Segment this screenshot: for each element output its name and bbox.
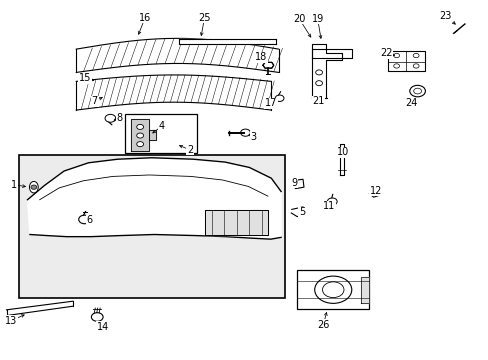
- Text: 25: 25: [198, 13, 210, 23]
- Bar: [387, 51, 424, 71]
- Text: 18: 18: [254, 52, 266, 62]
- Circle shape: [137, 133, 143, 138]
- Bar: [125, 114, 197, 153]
- Ellipse shape: [29, 181, 38, 193]
- Text: 9: 9: [290, 178, 297, 188]
- Text: 15: 15: [79, 73, 91, 83]
- Text: 20: 20: [292, 14, 305, 24]
- Text: 17: 17: [264, 98, 277, 108]
- Text: 26: 26: [317, 320, 329, 329]
- Text: 13: 13: [5, 316, 18, 325]
- Polygon shape: [339, 144, 344, 175]
- Polygon shape: [149, 130, 156, 140]
- Text: 10: 10: [337, 147, 349, 157]
- Text: 3: 3: [250, 132, 256, 142]
- Text: 2: 2: [186, 145, 193, 155]
- Polygon shape: [360, 277, 368, 303]
- Text: 12: 12: [369, 186, 382, 196]
- Text: 11: 11: [323, 201, 335, 211]
- Text: 14: 14: [97, 322, 109, 332]
- Bar: [297, 270, 368, 309]
- Polygon shape: [27, 158, 281, 239]
- Text: 21: 21: [312, 96, 324, 106]
- Polygon shape: [311, 49, 351, 58]
- Text: 4: 4: [158, 121, 164, 131]
- Text: 6: 6: [87, 215, 93, 225]
- Polygon shape: [263, 62, 273, 68]
- Text: 24: 24: [404, 98, 417, 108]
- Text: 23: 23: [439, 11, 451, 21]
- Circle shape: [137, 125, 143, 130]
- Text: 7: 7: [91, 96, 98, 106]
- Polygon shape: [311, 44, 341, 98]
- Text: 5: 5: [298, 207, 305, 217]
- Polygon shape: [205, 211, 267, 234]
- Text: 1: 1: [11, 180, 18, 190]
- Polygon shape: [131, 119, 149, 150]
- Circle shape: [31, 185, 37, 189]
- Circle shape: [137, 141, 143, 147]
- Polygon shape: [291, 207, 305, 217]
- Text: 19: 19: [311, 14, 323, 24]
- Polygon shape: [368, 187, 381, 197]
- Polygon shape: [291, 179, 304, 189]
- Text: 16: 16: [139, 13, 151, 23]
- Bar: [19, 155, 285, 298]
- Text: 8: 8: [116, 113, 122, 123]
- Text: 22: 22: [379, 48, 392, 58]
